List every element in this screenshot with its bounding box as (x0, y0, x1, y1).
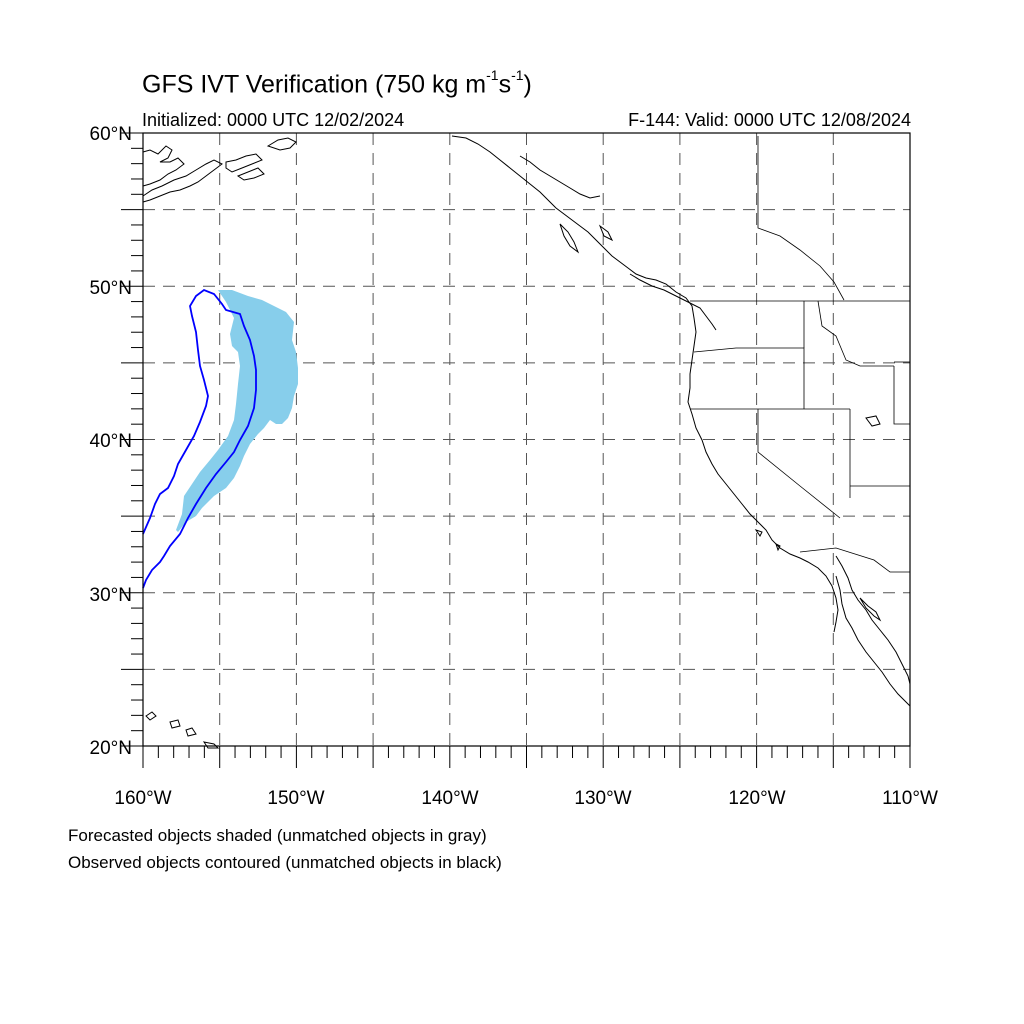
lon-label-130w: 130°W (574, 788, 631, 809)
legend-forecast-text: Forecasted objects shaded (unmatched obj… (68, 826, 487, 845)
lon-label-140w: 140°W (421, 788, 478, 809)
lon-label-110w: 110°W (882, 788, 938, 809)
political-borders (690, 136, 910, 573)
lat-label-30n: 30°N (90, 585, 132, 606)
observed-object-contour (142, 288, 257, 589)
valid-time-label: F-144: Valid: 0000 UTC 12/08/2024 (628, 110, 911, 130)
grid-lines (143, 133, 910, 746)
forecast-object-shade (176, 290, 298, 532)
lon-label-150w: 150°W (267, 788, 324, 809)
axis-ticks (121, 132, 911, 768)
legend-observed-text: Observed objects contoured (unmatched ob… (68, 853, 502, 872)
lat-label-60n: 60°N (90, 124, 132, 145)
lat-label-40n: 40°N (90, 431, 132, 452)
init-time-label: Initialized: 0000 UTC 12/02/2024 (142, 110, 405, 130)
lat-label-50n: 50°N (90, 278, 132, 299)
lon-label-120w: 120°W (728, 788, 785, 809)
coastlines (142, 135, 911, 749)
map-title: GFS IVT Verification (750 kg m-1s-1) (142, 67, 532, 99)
lat-label-20n: 20°N (90, 738, 132, 759)
lon-label-160w: 160°W (114, 788, 171, 809)
